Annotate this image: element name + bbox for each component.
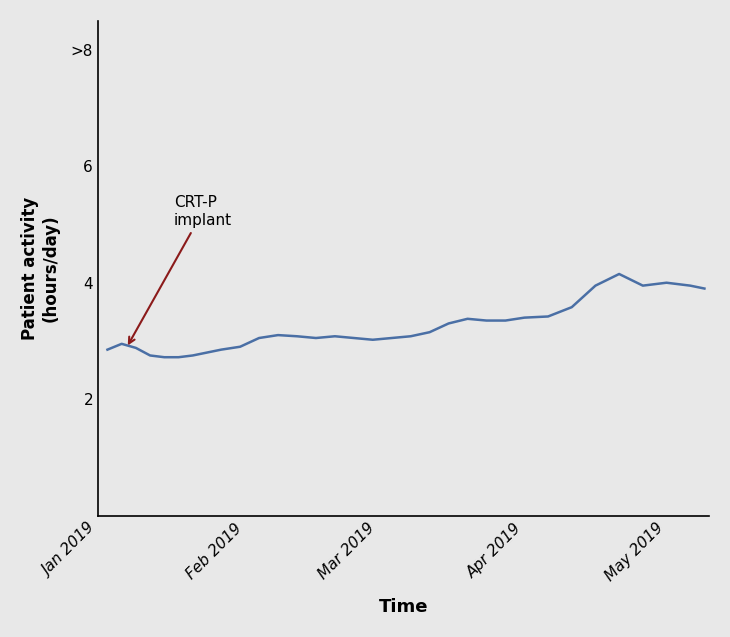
Y-axis label: Patient activity
(hours/day): Patient activity (hours/day) [21,197,60,340]
Text: CRT-P
implant: CRT-P implant [129,196,232,343]
X-axis label: Time: Time [379,598,429,616]
